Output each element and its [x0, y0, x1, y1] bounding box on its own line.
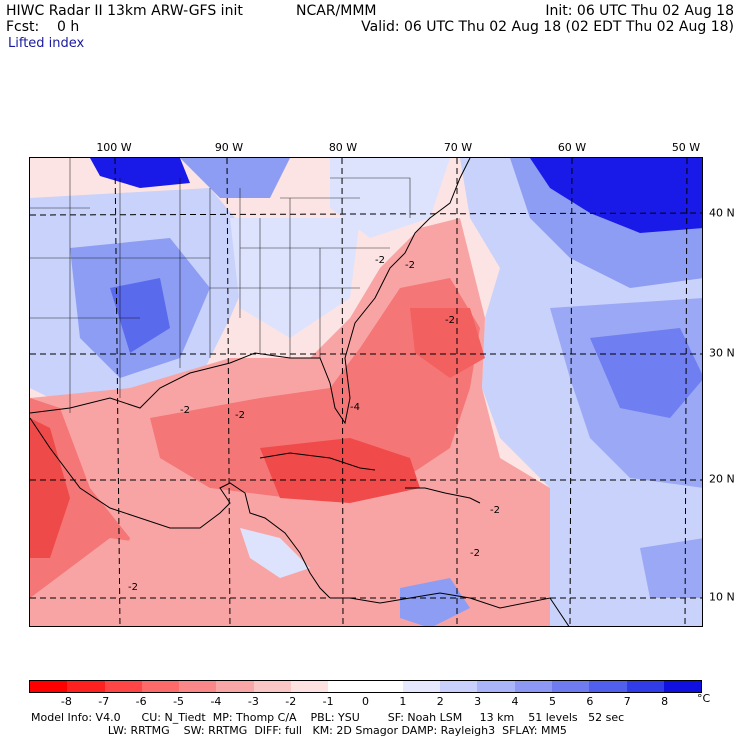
- graticule: [30, 158, 702, 626]
- contour-label: -2: [128, 582, 138, 593]
- atlantic-south-patch: [640, 538, 702, 598]
- field-name: Lifted index: [8, 36, 85, 51]
- colorbar-tick-label: 5: [548, 695, 556, 708]
- colorbar-swatch: [67, 681, 105, 692]
- colorbar-tick-label: 0: [362, 695, 369, 708]
- atlantic-stable-inner: [590, 328, 702, 418]
- colorbar-tick-label: 6: [586, 695, 594, 708]
- colorbar-tick-label: -1: [322, 695, 334, 708]
- forecast-hour: Fcst: 0 h: [6, 19, 80, 35]
- valid-time: Valid: 06 UTC Thu 02 Aug 18 (02 EDT Thu …: [361, 19, 734, 35]
- contour-label: -2: [375, 255, 385, 266]
- contour-label: -2: [470, 548, 480, 559]
- contour-label: -2: [445, 315, 455, 326]
- northeast-cold-core: [530, 158, 702, 233]
- colorbar-tick-label: 8: [661, 695, 669, 708]
- contour-label: -2: [180, 405, 190, 416]
- lat-label: 30 N: [709, 346, 735, 360]
- lon-label: 70 W: [443, 141, 473, 154]
- great-lakes-blue: [180, 158, 290, 198]
- colorbar-unit: °C: [697, 692, 711, 705]
- lon-label: 80 W: [328, 141, 358, 154]
- colorbar-tick-label: 3: [474, 695, 482, 708]
- colorbar-swatch: [402, 681, 441, 692]
- colorbar-swatch: [514, 681, 552, 692]
- coastlines: [30, 158, 570, 626]
- contour-label: -2: [235, 410, 245, 421]
- institution-label: NCAR/MMM: [296, 3, 377, 19]
- colorbar: [29, 680, 702, 693]
- colorbar-tick-label: -3: [247, 695, 259, 708]
- map-canvas: -2 -2 -2 -2 -2 -4 -2 -2 -2: [30, 158, 702, 626]
- lon-label: 60 W: [557, 141, 587, 154]
- contour-label: -2: [490, 505, 500, 516]
- colorbar-tick-label: -8: [60, 695, 72, 708]
- colorbar-tick-label: 2: [436, 695, 444, 708]
- colorbar-swatch: [477, 681, 515, 692]
- colorbar-swatch: [253, 681, 291, 692]
- colorbar-tick-label: -4: [210, 695, 222, 708]
- lifted-index-map: -2 -2 -2 -2 -2 -4 -2 -2 -2: [29, 157, 703, 627]
- south-pacific-red: [30, 538, 378, 626]
- colorbar-tick-label: -7: [98, 695, 110, 708]
- colorbar-swatch: [104, 681, 142, 692]
- political-borders: [30, 158, 411, 413]
- lon-label: 90 W: [214, 141, 244, 154]
- north-south-america-blue: [400, 578, 470, 626]
- colorbar-tick-label: 4: [511, 695, 519, 708]
- colorbar-swatch: [30, 681, 68, 692]
- lon-label: 50 W: [671, 141, 701, 154]
- lat-label: 40 N: [709, 206, 735, 220]
- colorbar-swatch: [290, 681, 329, 692]
- model-info-line2: LW: RRTMG SW: RRTMG DIFF: full KM: 2D Sm…: [31, 724, 567, 737]
- colorbar-swatch: [179, 681, 217, 692]
- model-title: HIWC Radar II 13km ARW-GFS init: [6, 3, 243, 19]
- plains-stable-inner: [110, 278, 170, 353]
- colorbar-swatch: [589, 681, 627, 692]
- colorbar-tick-label: -5: [173, 695, 185, 708]
- contour-label: -2: [405, 260, 415, 271]
- colorbar-tick-label: -6: [135, 695, 147, 708]
- colorbar-swatch: [141, 681, 180, 692]
- colorbar-tick-label: 1: [399, 695, 407, 708]
- lat-label: 20 N: [709, 472, 735, 486]
- colorbar-swatch: [551, 681, 590, 692]
- colorbar-swatch: [626, 681, 664, 692]
- central-america-light: [240, 528, 310, 578]
- colorbar-swatch: [216, 681, 254, 692]
- pacific-unstable-core: [30, 418, 70, 558]
- gulf-unstable-mid: [150, 278, 480, 498]
- colorbar-swatch: [365, 681, 403, 692]
- lon-label: 100 W: [96, 141, 132, 154]
- model-info-line1: Model Info: V4.0 CU: N_Tiedt MP: Thomp C…: [31, 711, 625, 724]
- colorbar-tick-label: 7: [623, 695, 631, 708]
- init-time: Init: 06 UTC Thu 02 Aug 18: [545, 3, 734, 19]
- colorbar-swatch: [663, 681, 702, 692]
- contour-label: -4: [350, 402, 360, 413]
- southwest-atlantic-core: [410, 308, 485, 378]
- colorbar-swatch: [328, 681, 366, 692]
- colorbar-swatch: [440, 681, 478, 692]
- colorbar-tick-label: -2: [285, 695, 297, 708]
- lat-label: 10 N: [709, 590, 735, 604]
